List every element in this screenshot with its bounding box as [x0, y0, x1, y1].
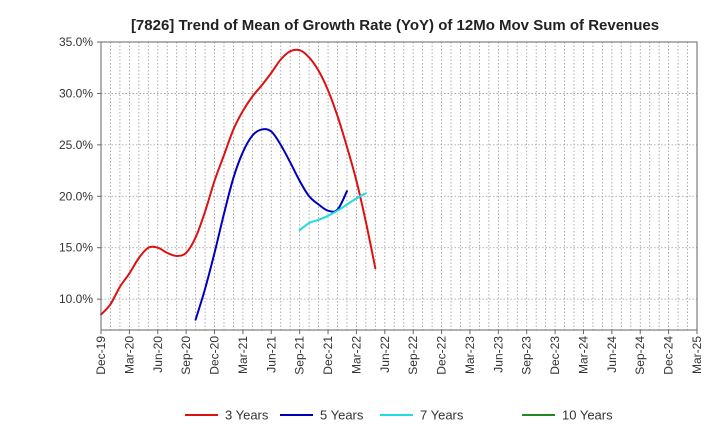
x-tick-label: Sep-22 — [406, 336, 420, 375]
grid — [101, 41, 697, 330]
legend-label: 7 Years — [420, 408, 464, 423]
x-tick-label: Dec-23 — [548, 336, 562, 375]
x-tick-label: Sep-21 — [293, 336, 307, 375]
x-tick-label: Mar-24 — [576, 336, 590, 374]
legend: 3 Years 5 Years 7 Years 10 Years — [185, 408, 613, 423]
x-tick-label: Jun-23 — [491, 336, 505, 373]
y-tick-label: 25.0% — [59, 138, 93, 152]
x-tick-label: Dec-22 — [435, 336, 449, 375]
series-line-5-years — [194, 128, 348, 321]
x-tick-label: Mar-25 — [690, 336, 704, 374]
plot-frame — [100, 41, 698, 331]
x-tick-label: Mar-22 — [349, 336, 363, 374]
legend-label: 3 Years — [225, 408, 269, 423]
y-tick-label: 30.0% — [59, 86, 93, 100]
x-tick-label: Jun-24 — [605, 336, 619, 373]
x-tick-label: Mar-20 — [122, 336, 136, 374]
legend-label: 10 Years — [562, 408, 613, 423]
series-line-7-years — [298, 192, 367, 232]
legend-label: 5 Years — [320, 408, 364, 423]
x-tick-label: Dec-21 — [321, 336, 335, 375]
x-axis-ticks: Dec-19 Mar-20 Jun-20 Sep-20 Dec-20 Mar-21 Jun-… — [94, 330, 704, 375]
x-tick-label: Jun-20 — [151, 336, 165, 373]
x-tick-label: Sep-20 — [179, 336, 193, 375]
x-tick-label: Dec-24 — [662, 336, 676, 375]
x-tick-label: Mar-23 — [463, 336, 477, 374]
x-tick-label: Jun-22 — [378, 336, 392, 373]
y-tick-label: 10.0% — [59, 292, 93, 306]
x-tick-label: Sep-24 — [633, 336, 647, 375]
y-tick-label: 20.0% — [59, 189, 93, 203]
x-tick-label: Dec-19 — [94, 336, 108, 375]
series-line-3-years — [100, 48, 377, 316]
y-axis-ticks: 10.0% 15.0% 20.0% 25.0% 30.0% 35.0% — [59, 35, 101, 306]
series-lines — [100, 48, 377, 321]
x-tick-label: Mar-21 — [236, 336, 250, 374]
y-tick-label: 15.0% — [59, 241, 93, 255]
x-tick-label: Jun-21 — [264, 336, 278, 373]
x-tick-label: Sep-23 — [520, 336, 534, 375]
x-tick-label: Dec-20 — [208, 336, 222, 375]
y-tick-label: 35.0% — [59, 35, 93, 49]
chart-title: [7826] Trend of Mean of Growth Rate (YoY… — [131, 17, 659, 34]
